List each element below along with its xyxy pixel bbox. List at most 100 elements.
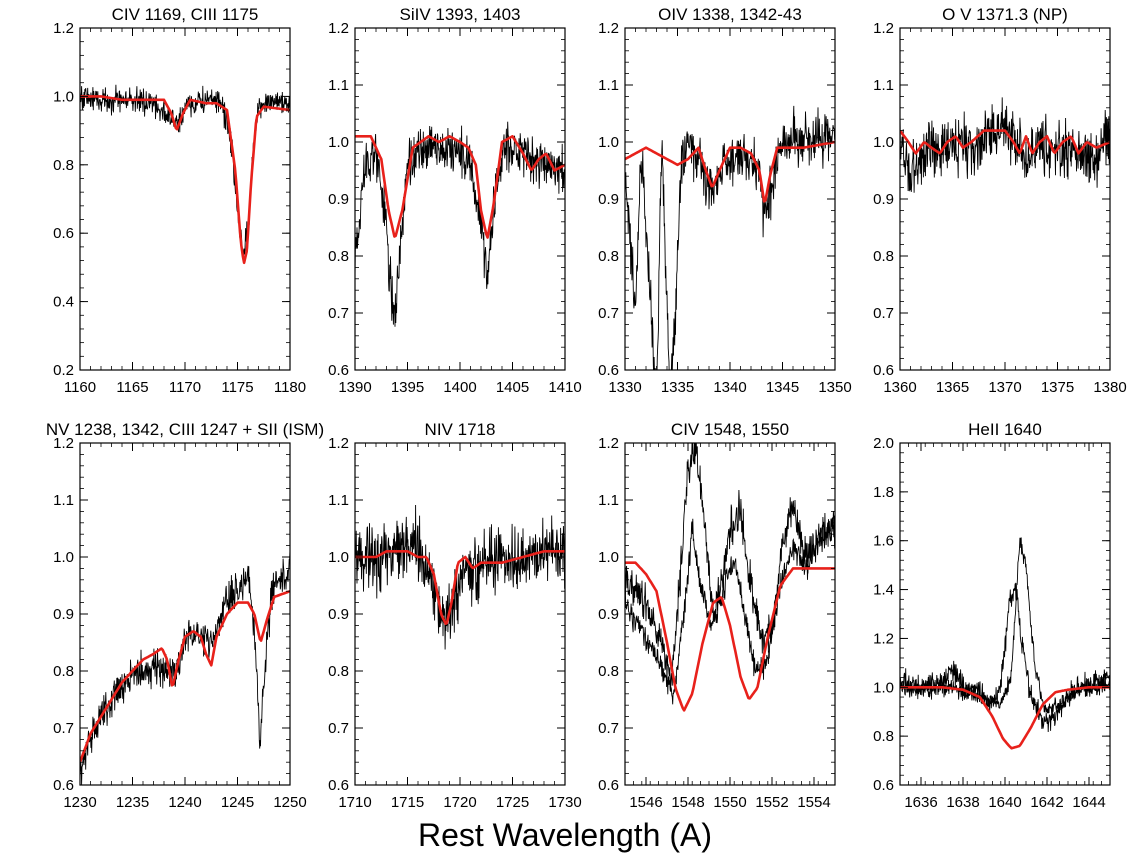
plot-area xyxy=(355,121,565,327)
y-tick-label: 1.0 xyxy=(598,549,619,566)
y-tick-label: 1.0 xyxy=(53,88,74,105)
chart-panel: CIV 1169, CIII 1175 1160 1165 1170 1175 1180 0… xyxy=(53,5,306,396)
panel-title: HeII 1640 xyxy=(968,420,1042,439)
plot-area xyxy=(625,443,835,712)
panel-title: NV 1238, 1342, CIII 1247 + SII (ISM) xyxy=(46,420,324,439)
chart-panel: SiIV 1393, 1403 1390 1395 1400 1405 1410 0.6 0.… xyxy=(328,5,582,396)
chart-panel: OIV 1338, 1342-43 1330 1335 1340 1345 1350 0.6… xyxy=(598,5,852,396)
y-tick-label: 1.1 xyxy=(873,77,894,94)
y-tick-label: 0.7 xyxy=(598,720,619,737)
x-tick-label: 1380 xyxy=(1093,379,1126,396)
y-tick-label: 0.6 xyxy=(873,777,894,794)
panel-title: NIV 1718 xyxy=(425,420,496,439)
x-tick-label: 1340 xyxy=(713,379,746,396)
axes-frame xyxy=(79,27,291,371)
y-tick-label: 1.2 xyxy=(328,435,349,452)
observed-spectrum-line xyxy=(625,443,835,692)
axes-frame xyxy=(899,27,1111,371)
x-tick-label: 1395 xyxy=(391,379,424,396)
model-fit-line xyxy=(625,140,835,203)
x-tick-label: 1546 xyxy=(629,794,662,811)
plot-area xyxy=(625,105,835,370)
y-tick-label: 1.6 xyxy=(873,533,894,550)
y-tick-label: 1.2 xyxy=(598,435,619,452)
x-tick-label: 1405 xyxy=(496,379,529,396)
y-tick-label: 1.1 xyxy=(328,492,349,509)
plot-area xyxy=(900,537,1110,750)
y-tick-label: 0.9 xyxy=(598,191,619,208)
y-tick-label: 0.8 xyxy=(873,728,894,745)
axes-frame xyxy=(624,442,836,786)
x-tick-label: 1720 xyxy=(443,794,476,811)
y-tick-label: 0.9 xyxy=(873,191,894,208)
chart-panel: O V 1371.3 (NP) 1360 1365 1370 1375 1380 0.6 0.… xyxy=(873,5,1127,396)
x-tick-label: 1240 xyxy=(168,794,201,811)
chart-panels: CIV 1169, CIII 1175 1160 1165 1170 1175 1180 0… xyxy=(46,5,1127,811)
y-tick-label: 1.8 xyxy=(873,484,894,501)
model-fit-line xyxy=(625,561,835,712)
y-tick-label: 0.7 xyxy=(873,305,894,322)
y-tick-label: 1.0 xyxy=(328,549,349,566)
plot-area xyxy=(355,504,565,650)
observed-spectrum-line xyxy=(80,550,290,785)
x-tick-label: 1410 xyxy=(548,379,581,396)
x-tick-label: 1250 xyxy=(273,794,306,811)
y-tick-label: 1.0 xyxy=(598,134,619,151)
y-tick-label: 0.8 xyxy=(328,663,349,680)
x-tick-label: 1550 xyxy=(713,794,746,811)
y-tick-label: 0.4 xyxy=(53,294,74,311)
x-tick-label: 1730 xyxy=(548,794,581,811)
y-tick-label: 0.6 xyxy=(873,362,894,379)
x-tick-label: 1400 xyxy=(443,379,476,396)
y-tick-label: 0.6 xyxy=(53,225,74,242)
chart-panel: NV 1238, 1342, CIII 1247 + SII (ISM) 1230… xyxy=(46,420,324,811)
y-tick-label: 1.1 xyxy=(598,77,619,94)
y-tick-label: 0.8 xyxy=(598,663,619,680)
x-tick-label: 1160 xyxy=(64,379,96,396)
y-tick-label: 1.0 xyxy=(873,679,894,696)
observed-spectrum-line xyxy=(900,97,1110,193)
axes-frame xyxy=(624,27,836,371)
model-fit-line xyxy=(80,95,290,265)
y-tick-label: 1.2 xyxy=(598,20,619,37)
x-tick-label: 1715 xyxy=(391,794,424,811)
y-tick-label: 0.7 xyxy=(328,720,349,737)
x-tick-label: 1725 xyxy=(496,794,529,811)
y-tick-label: 1.1 xyxy=(598,492,619,509)
y-tick-label: 1.2 xyxy=(53,20,74,37)
observed-spectrum-line xyxy=(900,537,1110,719)
x-tick-label: 1636 xyxy=(904,794,937,811)
observed-spectrum-line xyxy=(900,582,1110,733)
x-tick-label: 1554 xyxy=(797,794,830,811)
axes-frame xyxy=(899,442,1111,786)
x-tick-label: 1165 xyxy=(116,379,148,396)
x-tick-label: 1180 xyxy=(274,379,306,396)
chart-panel: HeII 1640 1636 1638 1640 1642 1644 0.6 0.8 1.0 1.… xyxy=(873,420,1111,811)
axes-frame xyxy=(79,442,291,786)
model-fit-line xyxy=(80,589,290,763)
y-tick-label: 0.9 xyxy=(53,606,74,623)
x-tick-label: 1350 xyxy=(818,379,851,396)
x-tick-label: 1345 xyxy=(766,379,799,396)
x-tick-label: 1245 xyxy=(221,794,254,811)
panel-title: OIV 1338, 1342-43 xyxy=(658,5,802,24)
y-tick-label: 0.8 xyxy=(598,248,619,265)
figure-x-axis-label: Rest Wavelength (A) xyxy=(418,817,712,853)
observed-spectrum-line xyxy=(625,511,835,705)
x-tick-label: 1640 xyxy=(988,794,1021,811)
x-tick-label: 1710 xyxy=(338,794,371,811)
y-tick-label: 0.7 xyxy=(328,305,349,322)
y-tick-label: 0.8 xyxy=(53,157,74,174)
x-tick-label: 1175 xyxy=(221,379,253,396)
y-tick-label: 0.9 xyxy=(328,191,349,208)
y-tick-label: 0.6 xyxy=(598,777,619,794)
y-tick-label: 1.2 xyxy=(873,630,894,647)
y-tick-label: 1.0 xyxy=(53,549,74,566)
x-tick-label: 1235 xyxy=(116,794,149,811)
y-tick-label: 0.6 xyxy=(328,777,349,794)
y-tick-label: 0.2 xyxy=(53,362,74,379)
model-fit-line xyxy=(900,686,1110,750)
x-tick-label: 1548 xyxy=(671,794,704,811)
y-tick-label: 1.2 xyxy=(53,435,74,452)
